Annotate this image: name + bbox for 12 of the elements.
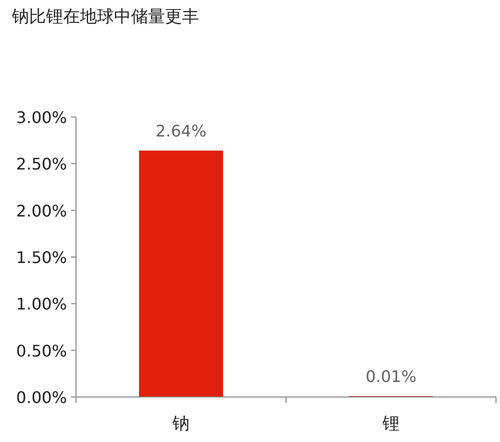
ytick: 1.50% [16, 248, 67, 267]
ytick: 2.00% [16, 201, 67, 220]
xtick: 锂 [382, 414, 400, 434]
ytick: 2.50% [16, 154, 67, 174]
data-label: 0.01% [366, 367, 416, 386]
xtick: 钠 [172, 414, 190, 434]
ytick: 1.00% [16, 294, 67, 314]
title: 钠比锂在地球中储量更丰 [12, 7, 199, 27]
ytick: 3.00% [16, 108, 67, 127]
data-label: 2.64% [156, 122, 206, 141]
ytick: 0.50% [16, 341, 67, 360]
ytick: 0.00% [16, 388, 67, 407]
